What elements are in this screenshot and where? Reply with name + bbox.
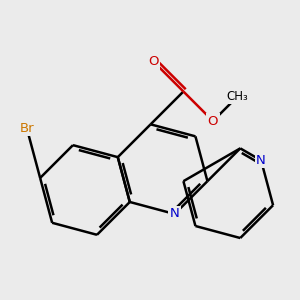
Text: CH₃: CH₃ bbox=[227, 90, 248, 103]
Text: O: O bbox=[208, 115, 218, 128]
Text: N: N bbox=[170, 208, 179, 220]
Text: O: O bbox=[148, 56, 159, 68]
Text: Br: Br bbox=[20, 122, 34, 135]
Text: N: N bbox=[256, 154, 266, 167]
